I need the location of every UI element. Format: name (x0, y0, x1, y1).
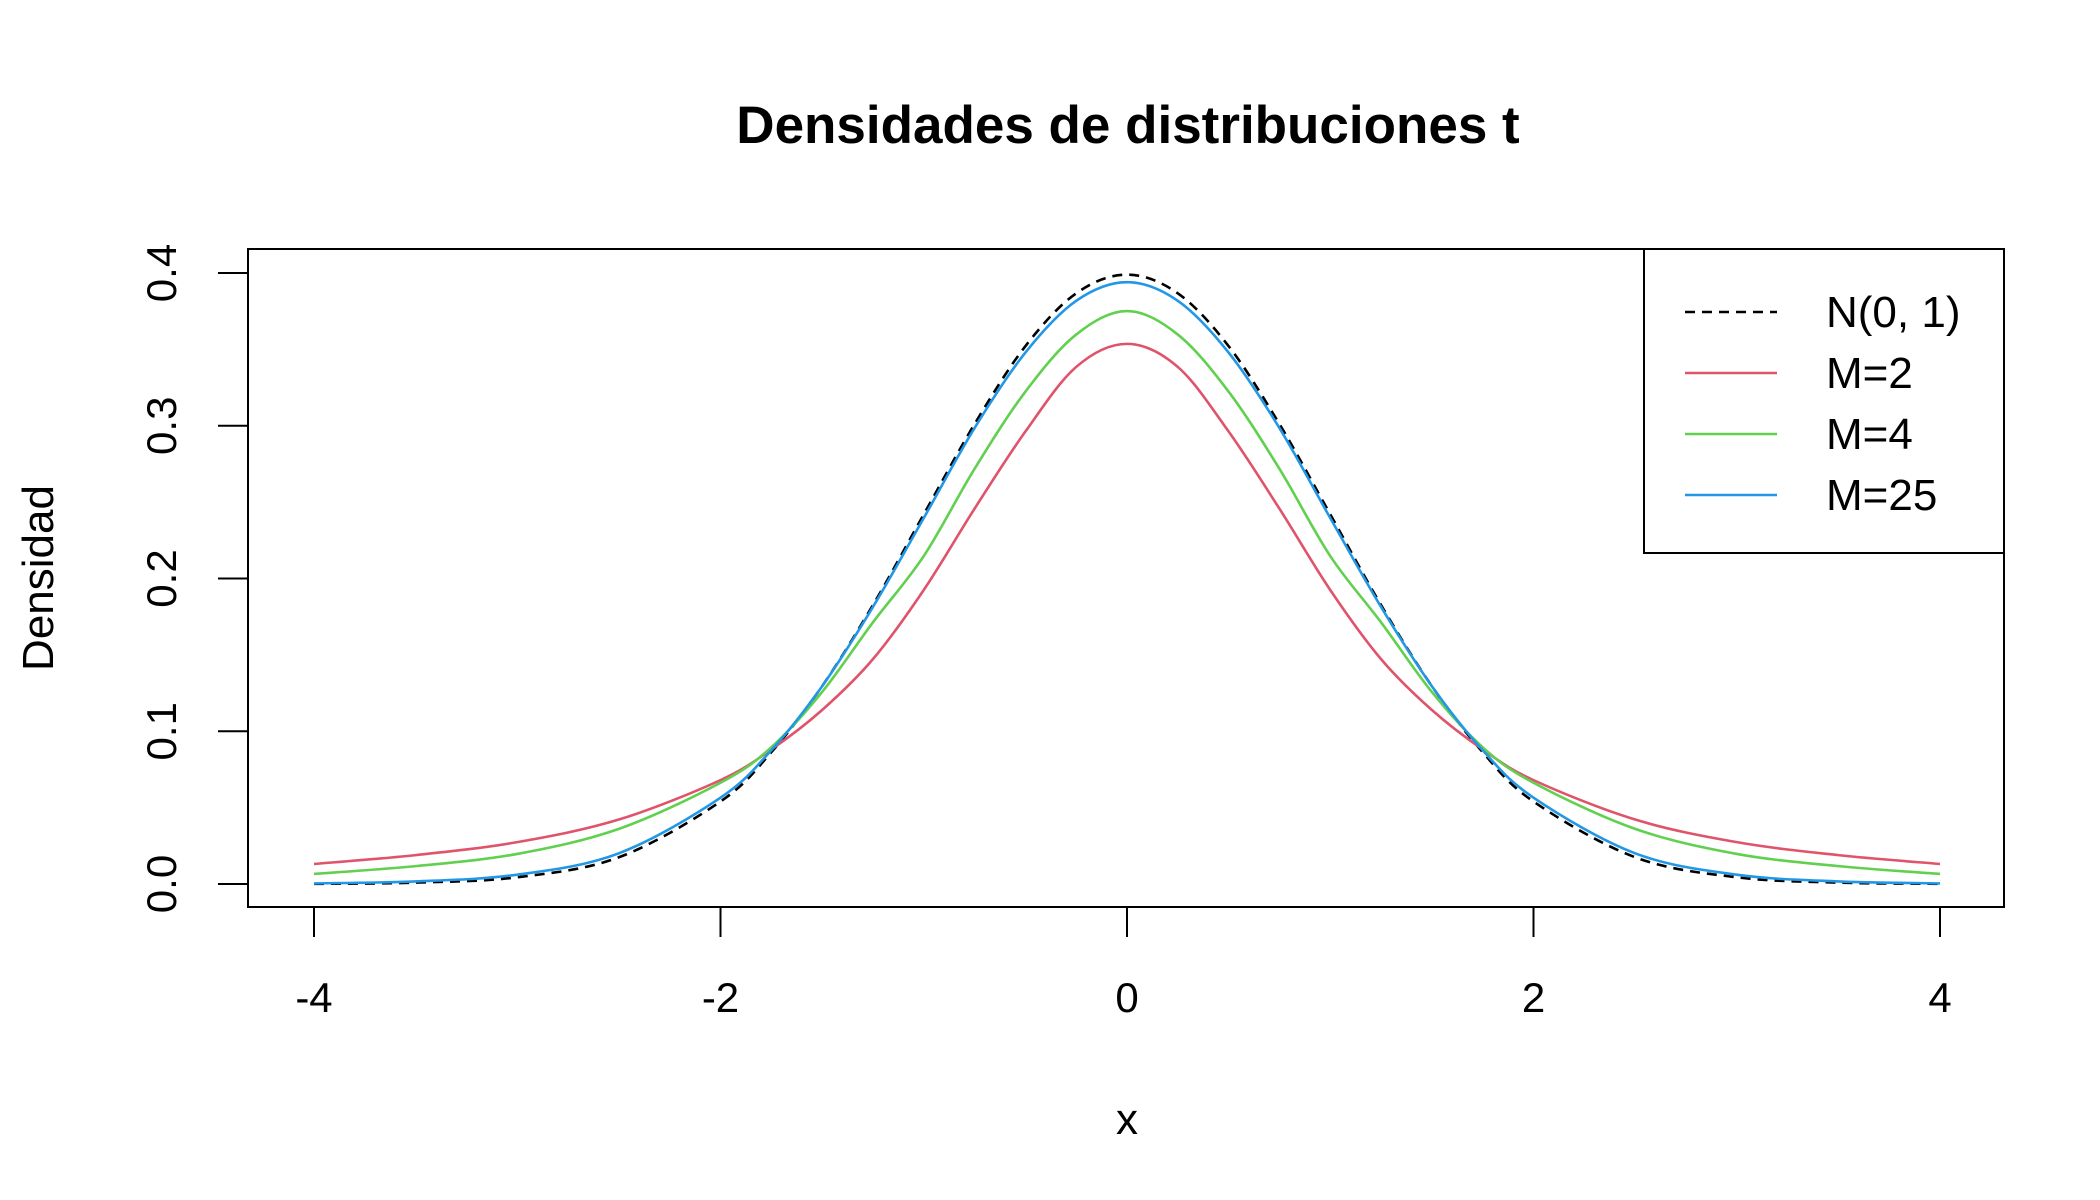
x-axis-label: x (1116, 1095, 1138, 1144)
series-line-n-0-1 (313, 273, 1941, 886)
legend-label: M=25 (1826, 471, 1937, 520)
legend-label: N(0, 1) (1826, 288, 1960, 337)
y-tick-label: 0.1 (138, 702, 185, 760)
chart-title: Densidades de distribuciones t (736, 96, 1519, 155)
x-tick-label: -2 (702, 974, 739, 1021)
legend-label: M=2 (1826, 349, 1913, 398)
x-tick-label: 2 (1522, 974, 1545, 1021)
x-axis: -4 -2 0 2 4 (295, 906, 1952, 1021)
series-line-m-4 (313, 309, 1941, 876)
x-tick-label: 4 (1928, 974, 1951, 1021)
series-line-m-25 (313, 280, 1941, 885)
y-tick-label: 0.3 (138, 397, 185, 455)
x-tick-label: -4 (295, 974, 332, 1021)
legend-label: M=4 (1826, 410, 1913, 459)
y-tick-label: 0.4 (138, 244, 185, 302)
y-axis-label: Densidad (14, 485, 63, 671)
legend: N(0, 1) M=2 M=4 M=25 (1643, 248, 2005, 554)
series-line-m-2 (313, 342, 1941, 866)
x-tick-label: 0 (1115, 974, 1138, 1021)
y-axis: 0.0 0.1 0.2 0.3 0.4 (138, 244, 249, 913)
series-layer (313, 273, 1941, 886)
legend-box (1643, 248, 2005, 554)
y-tick-label: 0.2 (138, 549, 185, 607)
y-tick-label: 0.0 (138, 855, 185, 913)
